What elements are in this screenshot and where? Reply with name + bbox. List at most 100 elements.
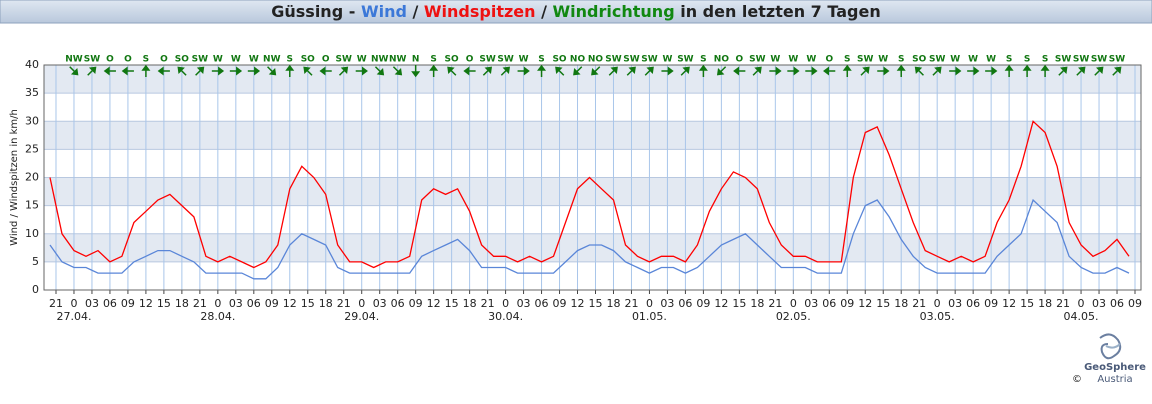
direction-label: O bbox=[106, 55, 114, 65]
direction-label: NO bbox=[714, 55, 730, 65]
direction-arrow bbox=[1058, 66, 1068, 76]
x-tick-label: 21 bbox=[768, 297, 782, 310]
direction-label: SW bbox=[929, 55, 945, 65]
x-tick-label: 09 bbox=[553, 297, 567, 310]
title-part: Windspitzen bbox=[424, 2, 536, 21]
direction-label: SW bbox=[1073, 55, 1089, 65]
direction-arrow bbox=[141, 64, 151, 77]
x-tick-label: 06 bbox=[966, 297, 980, 310]
direction-arrow bbox=[411, 65, 421, 78]
direction-label: SO bbox=[445, 55, 459, 65]
direction-label: O bbox=[160, 55, 168, 65]
direction-label: S bbox=[1042, 55, 1048, 65]
y-tick-label: 35 bbox=[25, 86, 39, 99]
x-tick-label: 15 bbox=[445, 297, 459, 310]
direction-arrow bbox=[680, 66, 690, 76]
x-tick-label: 0 bbox=[70, 297, 77, 310]
direction-arrow bbox=[69, 66, 79, 76]
x-tick-label: 18 bbox=[463, 297, 477, 310]
title-part: in den letzten 7 Tagen bbox=[675, 2, 881, 21]
direction-arrow bbox=[949, 66, 962, 76]
direction-label: S bbox=[898, 55, 904, 65]
direction-arrow bbox=[769, 66, 782, 76]
direction-label: S bbox=[844, 55, 850, 65]
direction-arrow bbox=[374, 66, 385, 76]
x-tick-label: 0 bbox=[214, 297, 221, 310]
direction-arrow bbox=[752, 66, 762, 76]
direction-label: SW bbox=[336, 55, 352, 65]
direction-label: W bbox=[788, 55, 798, 65]
x-tick-label: 21 bbox=[193, 297, 207, 310]
logo-sub: Austria bbox=[1097, 374, 1132, 385]
direction-label: W bbox=[662, 55, 672, 65]
x-tick-label: 0 bbox=[1078, 297, 1085, 310]
direction-arrow bbox=[87, 66, 97, 76]
direction-label: O bbox=[736, 55, 744, 65]
direction-label: NW bbox=[389, 55, 407, 65]
direction-label: W bbox=[249, 55, 259, 65]
direction-arrow bbox=[1076, 66, 1086, 76]
x-tick-label: 06 bbox=[822, 297, 836, 310]
y-tick-label: 5 bbox=[32, 255, 39, 268]
x-tick-label: 09 bbox=[696, 297, 710, 310]
x-tick-label: 15 bbox=[876, 297, 890, 310]
direction-label: SO bbox=[301, 55, 315, 65]
x-tick-label: 12 bbox=[427, 297, 441, 310]
x-tick-label: 0 bbox=[790, 297, 797, 310]
x-tick-label: 12 bbox=[858, 297, 872, 310]
direction-arrow bbox=[211, 66, 225, 76]
direction-arrow bbox=[932, 66, 942, 76]
direction-arrow bbox=[482, 66, 493, 76]
direction-arrow bbox=[716, 66, 727, 76]
x-tick-label: 09 bbox=[984, 297, 998, 310]
title-part: Güssing - bbox=[271, 2, 361, 21]
direction-label: W bbox=[986, 55, 996, 65]
direction-label: O bbox=[124, 55, 132, 65]
y-tick-label: 0 bbox=[32, 283, 39, 296]
day-label: 03.05. bbox=[920, 310, 955, 323]
x-tick-label: 06 bbox=[535, 297, 549, 310]
direction-arrow bbox=[195, 66, 205, 76]
direction-arrow bbox=[429, 64, 439, 77]
x-tick-label: 0 bbox=[646, 297, 653, 310]
y-tick-label: 15 bbox=[25, 199, 39, 212]
direction-label: S bbox=[700, 55, 706, 65]
direction-arrow bbox=[285, 64, 295, 77]
direction-arrow bbox=[537, 64, 547, 77]
direction-arrow bbox=[447, 66, 457, 76]
direction-label: SW bbox=[1091, 55, 1107, 65]
direction-label: O bbox=[322, 55, 330, 65]
direction-label: SW bbox=[1055, 55, 1071, 65]
x-tick-label: 0 bbox=[358, 297, 365, 310]
direction-label: N bbox=[412, 55, 420, 65]
x-tick-label: 09 bbox=[409, 297, 423, 310]
direction-arrow bbox=[896, 64, 906, 77]
direction-arrow bbox=[1094, 66, 1104, 76]
day-label: 27.04. bbox=[56, 310, 91, 323]
direction-label: SW bbox=[749, 55, 765, 65]
direction-label: NW bbox=[65, 55, 83, 65]
direction-arrow bbox=[338, 66, 349, 76]
x-tick-label: 21 bbox=[624, 297, 638, 310]
direction-arrow bbox=[877, 66, 890, 76]
y-axis-label: Wind / Windspitzen in km/h bbox=[9, 109, 20, 246]
y-tick-label: 40 bbox=[25, 58, 39, 71]
direction-label: W bbox=[950, 55, 960, 65]
x-tick-label: 12 bbox=[1002, 297, 1016, 310]
direction-arrow bbox=[985, 66, 998, 76]
x-tick-label: 03 bbox=[517, 297, 531, 310]
day-label: 04.05. bbox=[1064, 310, 1099, 323]
y-tick-label: 30 bbox=[25, 114, 39, 127]
chart-title: Güssing - Wind / Windspitzen / Windricht… bbox=[271, 2, 880, 21]
x-tick-label: 15 bbox=[732, 297, 746, 310]
direction-label: NO bbox=[570, 55, 586, 65]
x-tick-label: 03 bbox=[660, 297, 674, 310]
direction-arrow bbox=[698, 64, 708, 77]
direction-arrow bbox=[121, 66, 134, 76]
direction-arrow bbox=[392, 66, 403, 76]
direction-label: S bbox=[430, 55, 436, 65]
direction-arrow bbox=[591, 66, 601, 76]
direction-label: S bbox=[143, 55, 149, 65]
direction-label: W bbox=[968, 55, 978, 65]
direction-label: SO bbox=[912, 55, 926, 65]
